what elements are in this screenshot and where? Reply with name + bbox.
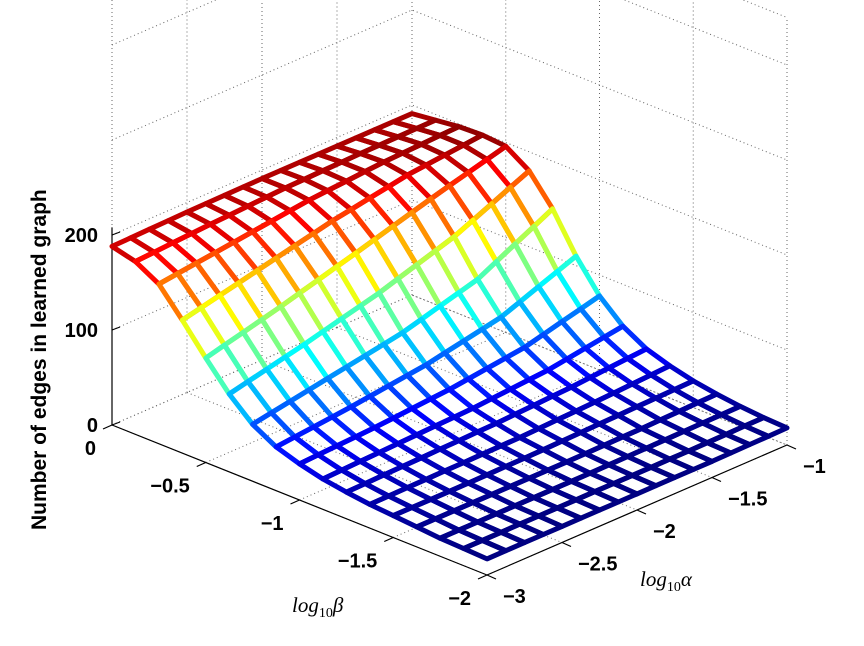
x-tick-label-3: −1.5 bbox=[338, 551, 377, 573]
tick-labels: 0 −0.5 −1 −1.5 −2 −3 −2.5 −2 −1.5 −1 0 100 200 bbox=[65, 225, 826, 610]
z-tick-label-2: 200 bbox=[65, 225, 98, 247]
grid-line-z-3 bbox=[111, 9, 788, 161]
y-tick-label-1: −2.5 bbox=[578, 554, 617, 576]
y-tick-mark-2 bbox=[636, 509, 647, 515]
y-tick-mark-3 bbox=[711, 476, 722, 483]
grid-line-floor-x-1 bbox=[205, 332, 506, 463]
y-axis-label-sym: α bbox=[681, 567, 693, 591]
x-axis-label: log10β bbox=[292, 593, 344, 621]
x-axis-label-base: log bbox=[292, 593, 319, 617]
grid-box-top bbox=[741, 0, 788, 18]
grid-line-floor-x-0 bbox=[111, 294, 413, 426]
x-tick-label-0: 0 bbox=[85, 438, 96, 460]
x-tick-mark-0 bbox=[102, 424, 113, 430]
y-axis-label-base: log bbox=[640, 567, 667, 591]
z-tick-mark-2 bbox=[111, 231, 121, 236]
y-axis-label: log10α bbox=[640, 567, 693, 595]
y-tick-label-2: −2 bbox=[653, 521, 676, 543]
x-tick-mark-1 bbox=[196, 461, 206, 468]
x-tick-label-2: −1 bbox=[261, 513, 284, 535]
z-tick-mark-1 bbox=[111, 326, 121, 331]
x-tick-label-4: −2 bbox=[448, 588, 471, 610]
x-tick-mark-4 bbox=[477, 574, 488, 580]
y-tick-label-3: −1.5 bbox=[728, 489, 767, 511]
x-axis-label-sym: β bbox=[332, 593, 344, 617]
surface-mesh bbox=[109, 111, 790, 562]
y-axis-label-sub: 10 bbox=[667, 580, 681, 595]
grid-line-z-2 bbox=[111, 104, 788, 256]
z-tick-label-0: 0 bbox=[87, 415, 98, 437]
x-tick-label-1: −0.5 bbox=[150, 476, 189, 498]
grid-line-floor-y-4 bbox=[411, 294, 788, 446]
y-tick-mark-0 bbox=[486, 574, 497, 580]
z-axis-label: Number of edges in learned graph bbox=[28, 189, 51, 530]
surface-cell bbox=[461, 537, 509, 562]
y-tick-label-0: −3 bbox=[503, 586, 526, 608]
y-tick-label-4: −1 bbox=[803, 456, 826, 478]
z-tick-mark-0 bbox=[111, 421, 121, 426]
grid-layer bbox=[102, 0, 797, 580]
x-tick-mark-3 bbox=[384, 536, 394, 543]
x-tick-mark-2 bbox=[290, 499, 300, 505]
y-tick-mark-4 bbox=[786, 444, 797, 450]
z-tick-label-1: 100 bbox=[65, 320, 98, 342]
grid-line-floor-y-3 bbox=[336, 327, 713, 478]
grid-line-z-4 bbox=[111, 0, 788, 66]
x-axis-label-sub: 10 bbox=[319, 606, 333, 621]
y-tick-mark-1 bbox=[561, 541, 572, 548]
